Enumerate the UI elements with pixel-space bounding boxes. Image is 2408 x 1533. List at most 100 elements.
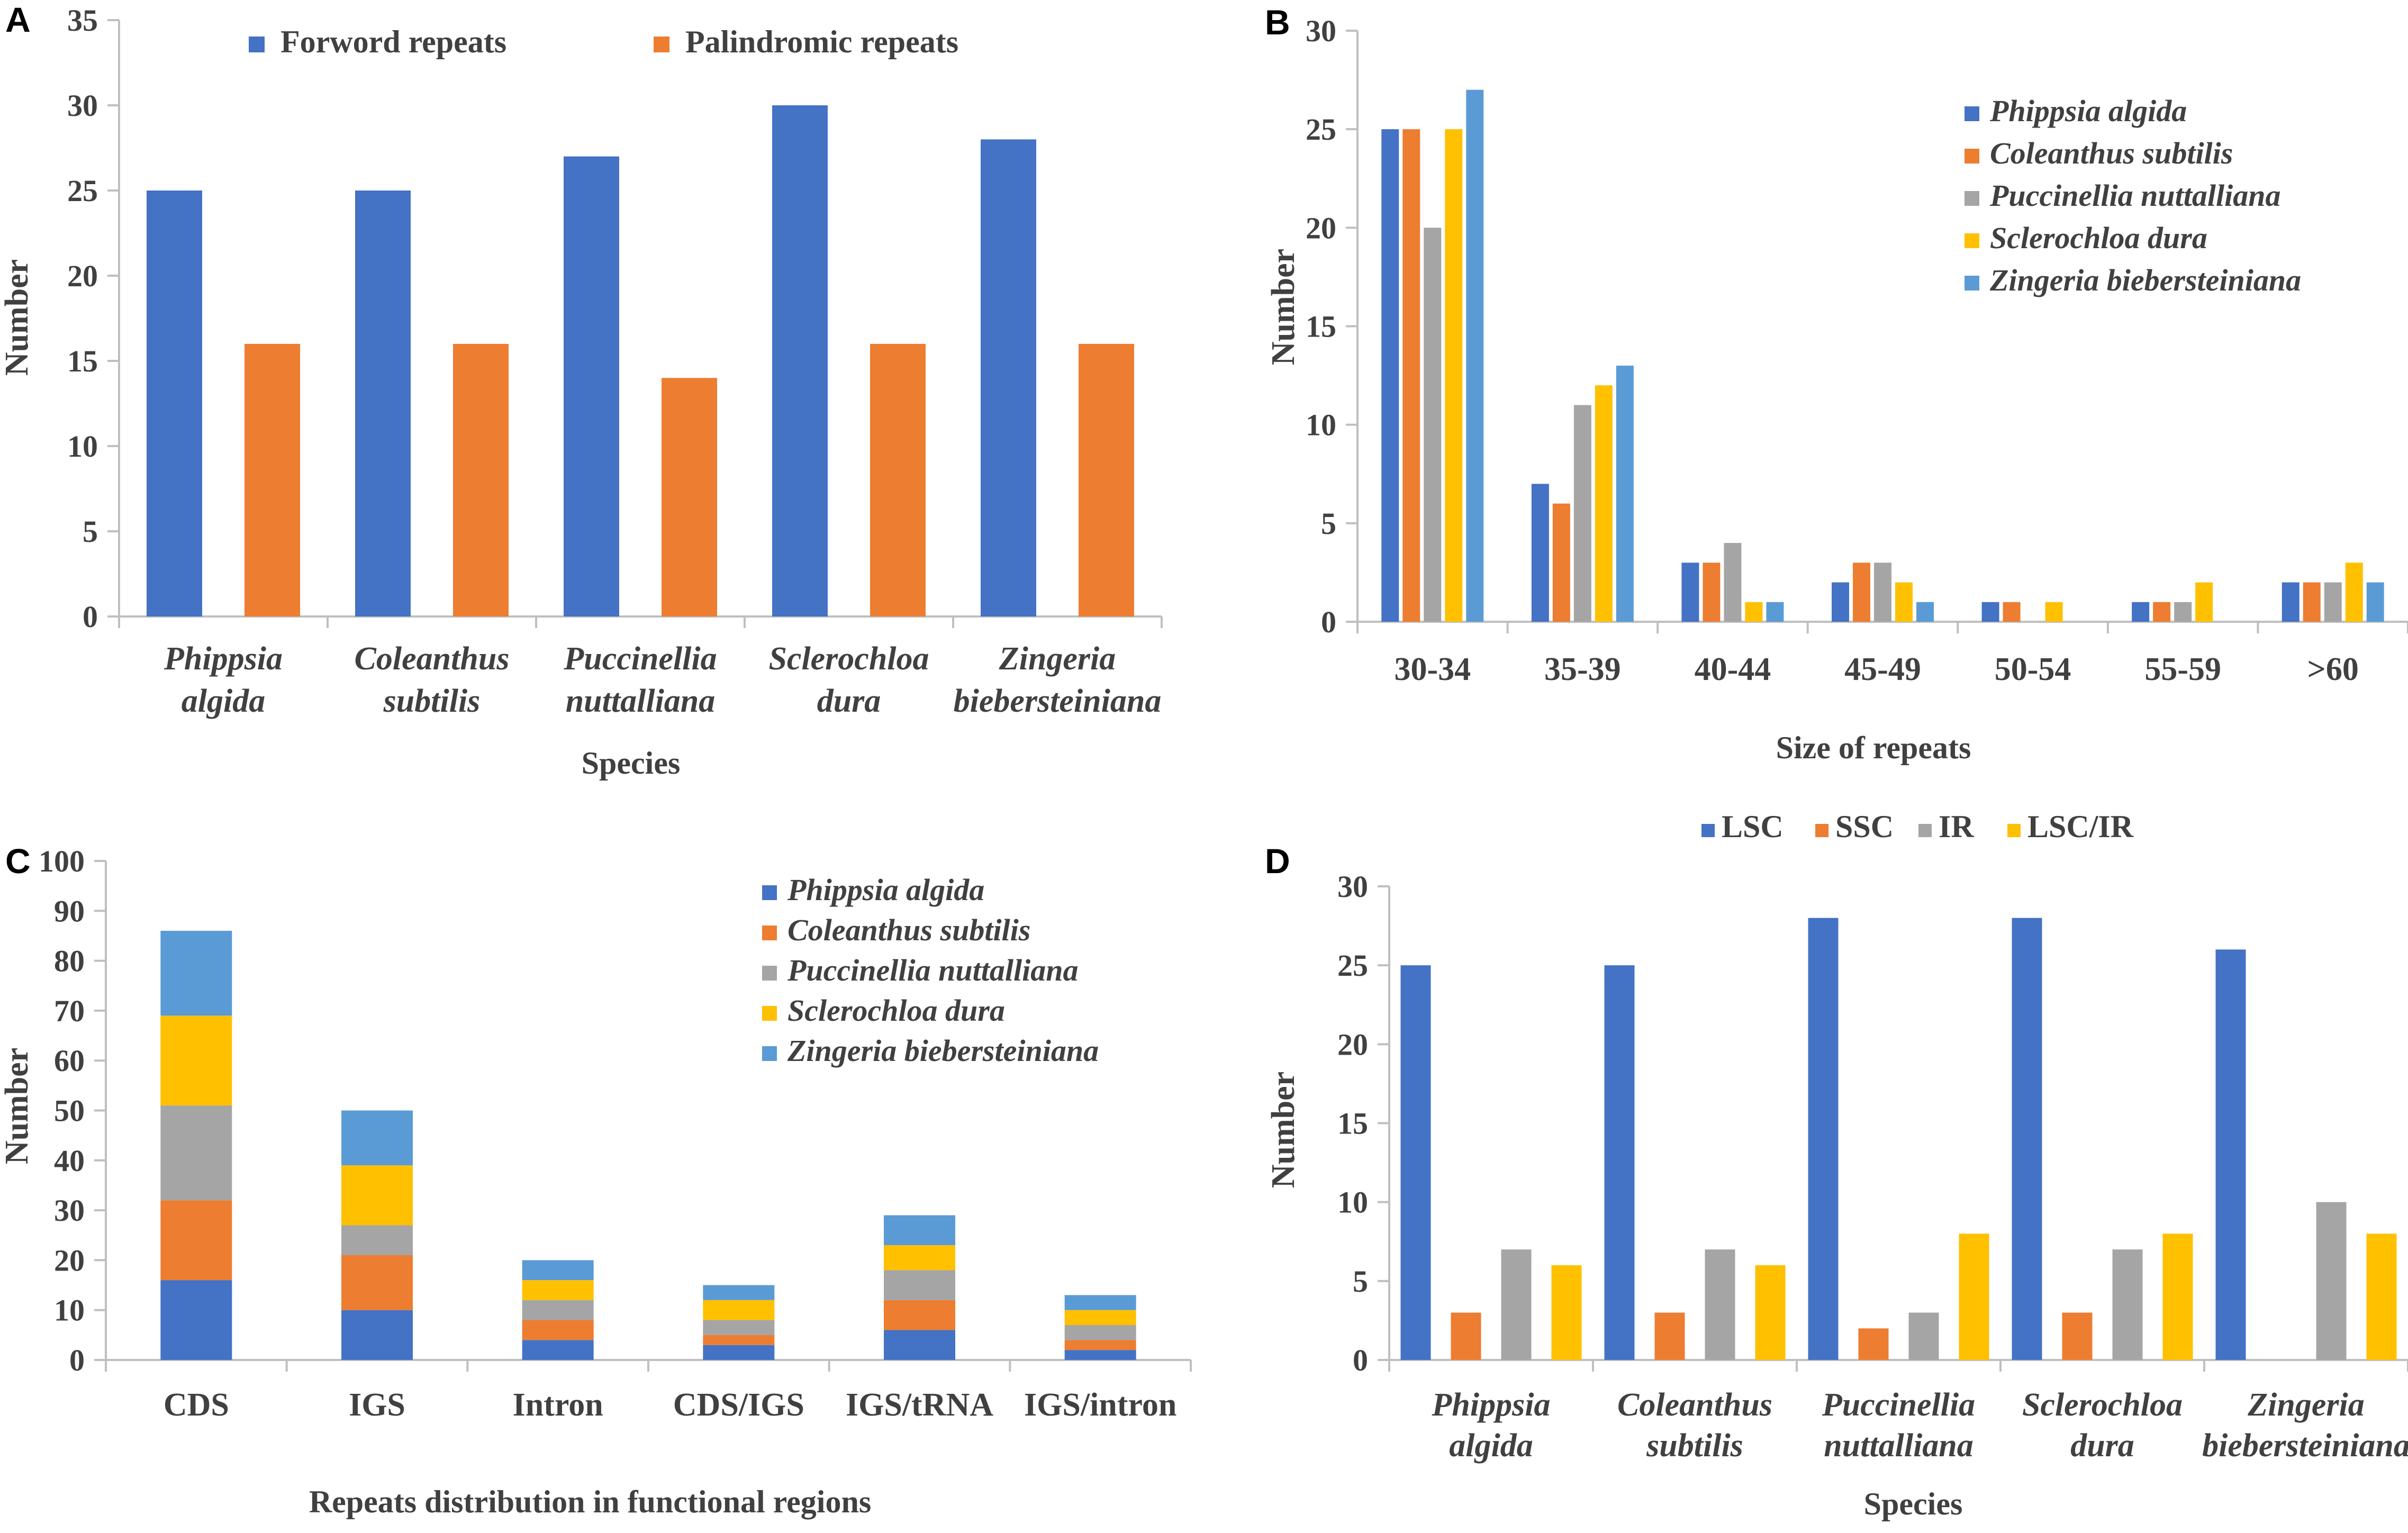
bar-segment [703, 1300, 775, 1320]
bar-segment [522, 1260, 594, 1281]
y-tick-label: 20 [1306, 211, 1336, 245]
x-category-label: nuttalliana [1824, 1428, 1974, 1464]
x-category-label: 40-44 [1695, 651, 1771, 687]
bar [1858, 1328, 1889, 1360]
bar [2215, 949, 2246, 1360]
bar-segment [341, 1165, 413, 1226]
bar [1424, 228, 1442, 622]
bar [1724, 543, 1742, 622]
x-category-label: nuttalliana [566, 683, 716, 719]
x-category-label: Coleanthus [355, 641, 510, 677]
y-tick-label: 0 [1353, 1343, 1368, 1377]
panel-letter-a: A [5, 0, 31, 39]
x-category-label: CDS [164, 1387, 229, 1423]
x-category-label: >60 [2307, 651, 2359, 687]
y-tick-label: 90 [54, 894, 85, 928]
legend-swatch [1918, 824, 1932, 837]
bar [1895, 582, 1913, 622]
bar-segment [1064, 1340, 1136, 1350]
bar [1755, 1265, 1786, 1360]
bar [2062, 1312, 2093, 1360]
bar [870, 343, 926, 616]
legend-swatch [1965, 149, 1979, 164]
bar [1551, 1265, 1582, 1360]
x-category-label: 45-49 [1844, 651, 1921, 687]
bar [1654, 1312, 1685, 1360]
bar-segment [884, 1245, 955, 1271]
bar [1766, 602, 1784, 622]
legend-swatch [1965, 106, 1979, 121]
y-tick-label: 70 [54, 994, 85, 1028]
bar-segment [160, 1015, 232, 1106]
x-category-label: Phippsia [1432, 1387, 1551, 1423]
y-tick-label: 20 [1337, 1027, 1368, 1062]
bar [1874, 563, 1891, 622]
bar-segment [160, 1105, 232, 1201]
bar [1501, 1249, 1532, 1360]
bar [2174, 602, 2192, 622]
x-category-label: 50-54 [1995, 651, 2071, 687]
bar-segment [1064, 1325, 1136, 1340]
x-category-label: Coleanthus [1617, 1387, 1772, 1423]
x-category-label: Zingeria [2247, 1387, 2364, 1423]
x-axis-title: Species [1864, 1486, 1963, 1521]
y-axis-title: Number [1265, 249, 1301, 365]
x-category-label: IGS [349, 1387, 405, 1423]
bar [1604, 965, 1635, 1360]
x-category-label: Sclerochloa [768, 641, 929, 677]
y-tick-label: 30 [67, 88, 98, 123]
y-tick-label: 35 [67, 3, 98, 38]
bar-segment [160, 1200, 232, 1281]
legend-swatch [762, 1046, 777, 1061]
bar [2045, 602, 2063, 622]
y-tick-label: 25 [67, 174, 98, 208]
bar [2324, 582, 2342, 622]
panel-b-chart: B 0 5 10 15 20 25 30 Number Size of repeats 30-34 3… [1265, 3, 2408, 765]
bar [1445, 129, 1463, 622]
bar [1573, 405, 1591, 622]
y-tick-label: 30 [1306, 14, 1336, 48]
bar [1705, 1249, 1735, 1360]
bar-segment [522, 1300, 594, 1320]
bar [1981, 602, 1999, 622]
panel-letter-b: B [1265, 3, 1290, 42]
bar-segment [522, 1340, 594, 1360]
legend-swatch [1965, 233, 1979, 248]
y-tick-label: 20 [54, 1243, 85, 1277]
x-category-label: subtilis [1646, 1428, 1743, 1464]
bar-segment [1064, 1295, 1136, 1310]
y-tick-label: 50 [54, 1094, 85, 1128]
x-category-label: biebersteiniana [954, 683, 1162, 719]
legend-label: Forword repeats [280, 24, 506, 59]
legend-label: Phippsia algida [1989, 94, 2187, 128]
bar-segment [1064, 1310, 1136, 1325]
bar [2012, 918, 2042, 1360]
y-tick-label: 25 [1306, 112, 1336, 147]
legend-label: Sclerochloa dura [787, 993, 1005, 1028]
y-tick-label: 80 [54, 944, 85, 978]
x-category-label: algida [1449, 1428, 1533, 1464]
x-category-label: Puccinellia [1822, 1387, 1975, 1423]
y-tick-label: 60 [54, 1044, 85, 1078]
y-tick-label: 100 [39, 844, 85, 878]
legend-swatch [762, 885, 777, 900]
panel-letter-c: C [5, 841, 31, 881]
bar [1402, 129, 1420, 622]
bar-segment [884, 1330, 955, 1360]
bar [2345, 563, 2363, 622]
bar [1466, 89, 1484, 622]
x-category-label: CDS/IGS [673, 1387, 804, 1423]
x-category-label: 30-34 [1394, 651, 1471, 687]
legend-swatch [762, 926, 777, 940]
bar [1451, 1312, 1481, 1360]
bar [2282, 582, 2300, 622]
bar [1853, 563, 1870, 622]
x-category-label: Puccinellia [563, 641, 717, 677]
bar [2162, 1233, 2193, 1360]
legend-label: Phippsia algida [787, 873, 984, 907]
x-category-label: Intron [513, 1387, 603, 1423]
y-tick-label: 0 [69, 1343, 85, 1377]
legend-swatch [1701, 824, 1715, 837]
x-category-label: dura [2070, 1428, 2134, 1464]
bar [772, 105, 828, 616]
